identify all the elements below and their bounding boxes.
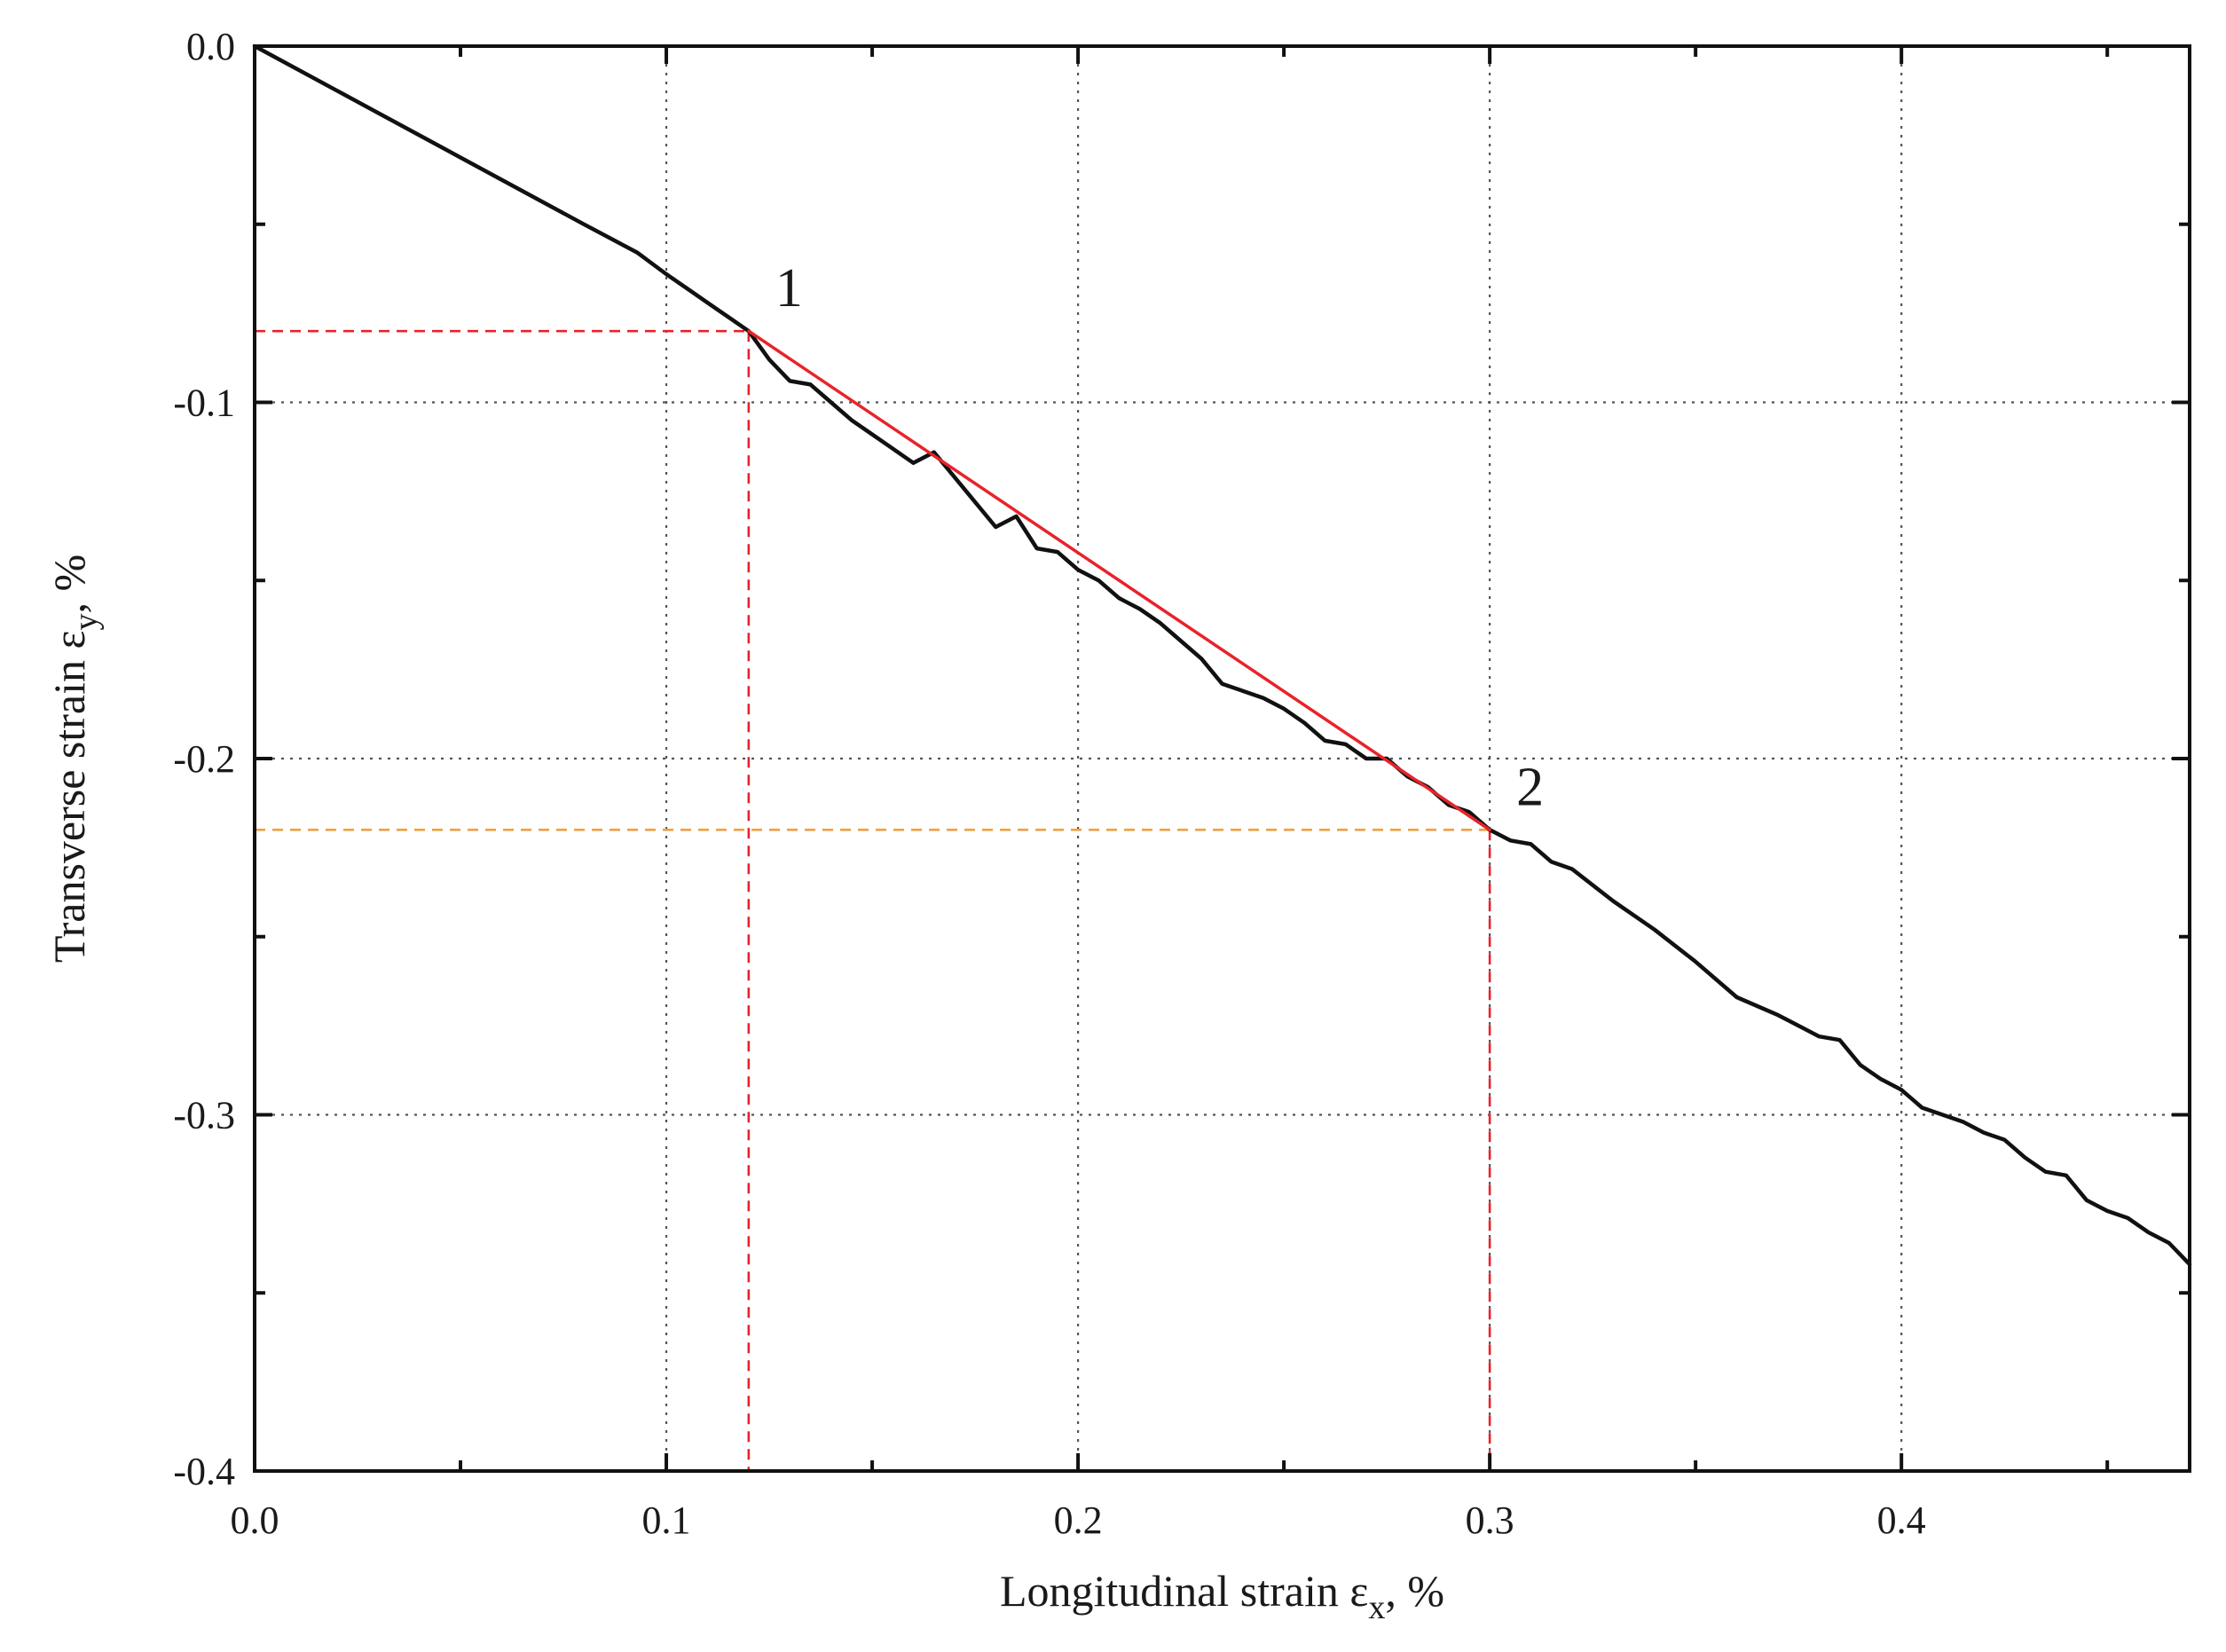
data-series — [252, 43, 2192, 1267]
y-axis-title-main: Transverse strain ε — [44, 630, 94, 963]
x-axis-title-main: Longitudinal strain ε — [1000, 1566, 1368, 1616]
axis-ticks — [253, 44, 2190, 1473]
x-tick-label: 0.0 — [231, 1499, 279, 1542]
strain-curve — [252, 43, 2192, 1267]
y-tick-label: -0.4 — [173, 1450, 235, 1493]
y-tick-label: -0.3 — [173, 1094, 235, 1137]
y-tick-label: -0.2 — [173, 737, 235, 781]
y-axis-title-unit: , % — [44, 555, 94, 614]
point-annotations: 12 — [775, 258, 1544, 817]
x-axis-title-unit: , % — [1385, 1566, 1444, 1616]
point-label: 1 — [775, 258, 803, 319]
y-axis-title: Transverse strain εy, % — [44, 555, 105, 963]
grid-lines — [255, 46, 2190, 1471]
y-axis-title-sub: y — [67, 613, 105, 630]
y-tick-label: 0.0 — [186, 25, 235, 68]
x-tick-label: 0.3 — [1466, 1499, 1514, 1542]
x-tick-label: 0.1 — [642, 1499, 691, 1542]
tick-labels: 0.0 0.1 0.2 0.3 0.4 0.0 -0.1 -0.2 -0.3 -0.4 — [173, 25, 1925, 1542]
point-label: 2 — [1516, 757, 1544, 817]
reference-lines — [255, 329, 1491, 1471]
x-tick-label: 0.2 — [1054, 1499, 1103, 1542]
linear-fit-line — [747, 329, 1491, 832]
x-axis-title: Longitudinal strain εx, % — [1000, 1566, 1444, 1626]
y-tick-label: -0.1 — [173, 382, 235, 425]
x-axis-title-sub: x — [1368, 1589, 1385, 1626]
x-tick-label: 0.4 — [1877, 1499, 1926, 1542]
